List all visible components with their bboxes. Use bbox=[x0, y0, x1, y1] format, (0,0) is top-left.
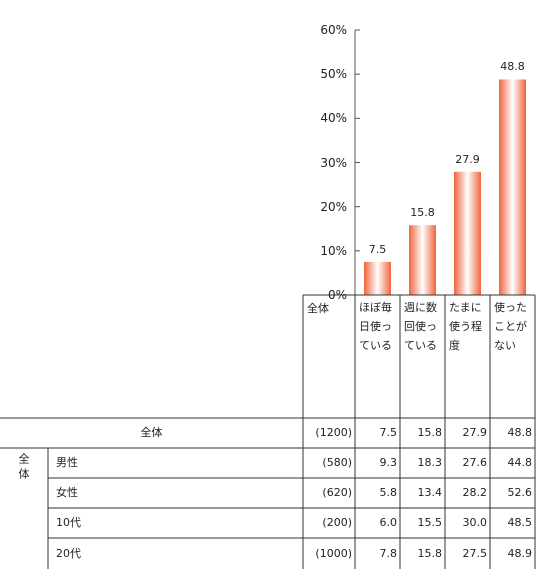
table-cell: (620) bbox=[322, 486, 352, 499]
bar bbox=[409, 225, 436, 295]
table-cell: 48.9 bbox=[507, 546, 533, 560]
data-label: 15.8 bbox=[410, 206, 435, 220]
table-cell: (1000) bbox=[315, 546, 352, 560]
bar bbox=[499, 79, 526, 295]
table-cell: 13.4 bbox=[417, 486, 443, 499]
y-tick-label: 0% bbox=[327, 288, 347, 302]
table-cell: 27.6 bbox=[462, 456, 488, 469]
column-header: たまに使う程度 bbox=[449, 301, 482, 352]
table-cell: 7.5 bbox=[379, 426, 398, 439]
data-label: 48.8 bbox=[500, 60, 525, 74]
table-cell: 30.0 bbox=[462, 516, 488, 529]
y-tick-label: 10% bbox=[320, 243, 347, 258]
table-cell: 28.2 bbox=[462, 486, 488, 499]
table-cell: 9.3 bbox=[379, 456, 398, 469]
y-tick-label: 50% bbox=[320, 67, 347, 82]
table-cell: 15.5 bbox=[417, 516, 443, 529]
table-cell: 6.0 bbox=[379, 516, 398, 529]
column-header: ほぼ毎日使っている bbox=[359, 301, 392, 352]
y-tick-label: 40% bbox=[320, 111, 347, 126]
table-cell: 18.3 bbox=[417, 456, 443, 469]
y-tick-label: 60% bbox=[320, 23, 347, 37]
table-cell: 44.8 bbox=[507, 456, 533, 469]
column-header: 全体 bbox=[307, 302, 329, 315]
row-label: 全体 bbox=[140, 426, 163, 439]
table-cell: (580) bbox=[322, 456, 352, 469]
row-label: 男性 bbox=[56, 456, 78, 469]
y-tick-label: 30% bbox=[320, 155, 347, 170]
data-label: 27.9 bbox=[455, 152, 480, 166]
bar bbox=[454, 171, 481, 295]
row-label: 10代 bbox=[56, 516, 81, 529]
table-cell: 5.8 bbox=[379, 486, 398, 499]
column-header: 使ったことがない bbox=[494, 301, 527, 352]
table-cell: (200) bbox=[322, 516, 352, 529]
table-cell: 48.8 bbox=[507, 426, 533, 439]
table-cell: 52.6 bbox=[507, 486, 533, 499]
row-label: 20代 bbox=[56, 546, 81, 560]
data-label: 7.5 bbox=[368, 242, 387, 256]
table-cell: 15.8 bbox=[417, 426, 443, 439]
table-cell: (1200) bbox=[315, 426, 352, 439]
table-cell: 27.5 bbox=[462, 546, 488, 560]
table-cell: 27.9 bbox=[462, 426, 488, 439]
column-header: 週に数回使っている bbox=[404, 301, 437, 352]
group-label: 全体 bbox=[17, 453, 30, 483]
y-tick-label: 20% bbox=[320, 199, 347, 214]
table-cell: 7.8 bbox=[379, 546, 398, 560]
row-label: 女性 bbox=[56, 486, 78, 499]
table-cell: 15.8 bbox=[417, 546, 443, 560]
bar bbox=[364, 261, 391, 295]
table-cell: 48.5 bbox=[507, 516, 533, 529]
